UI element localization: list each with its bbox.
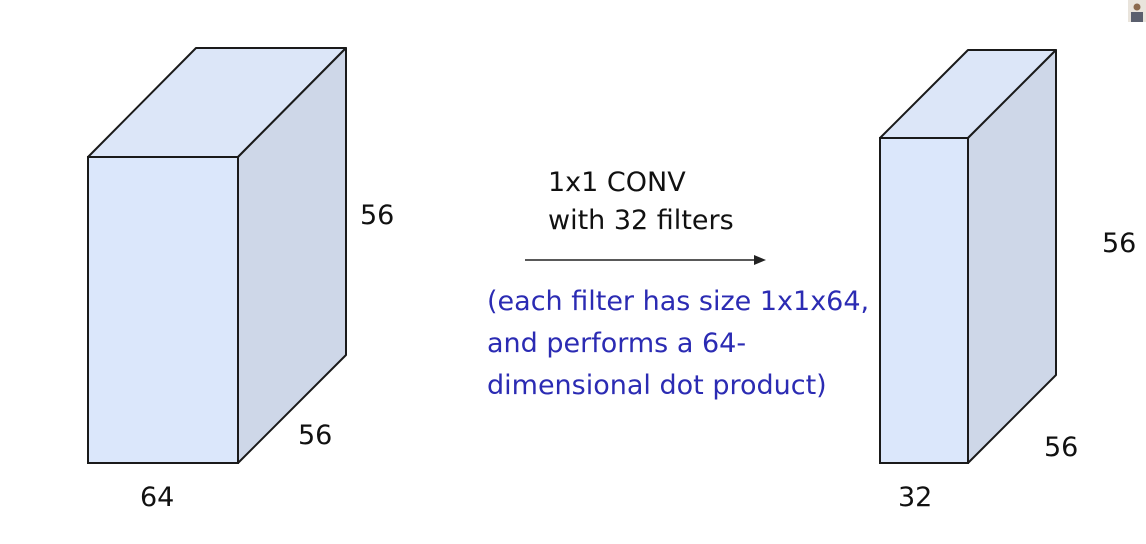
- arrow: [525, 255, 766, 265]
- input-height-label: 56: [360, 200, 395, 231]
- output-volume-front-face: [879, 137, 969, 464]
- output-width-label: 32: [898, 482, 933, 513]
- operation-note-line1: (each filter has size 1x1x64,: [487, 286, 870, 317]
- operation-note: (each filter has size 1x1x64, and perfor…: [487, 281, 869, 407]
- input-width-label: 64: [140, 482, 175, 513]
- input-depth-label: 56: [298, 420, 333, 451]
- operation-note-line3: dimensional dot product): [487, 369, 827, 401]
- output-height-label: 56: [1102, 228, 1137, 259]
- webcam-thumbnail-icon: [1128, 0, 1146, 22]
- operation-title: 1x1 CONV with 32 filters: [548, 164, 734, 240]
- operation-title-line1: 1x1 CONV: [548, 167, 686, 198]
- operation-title-line2: with 32 filters: [548, 204, 734, 236]
- input-volume: [87, 47, 347, 464]
- output-volume: [879, 49, 1057, 464]
- input-volume-front-face: [87, 156, 239, 464]
- operation-note-line2: and performs a 64-: [487, 327, 747, 359]
- output-depth-label: 56: [1044, 432, 1079, 463]
- arrow-head: [754, 255, 766, 265]
